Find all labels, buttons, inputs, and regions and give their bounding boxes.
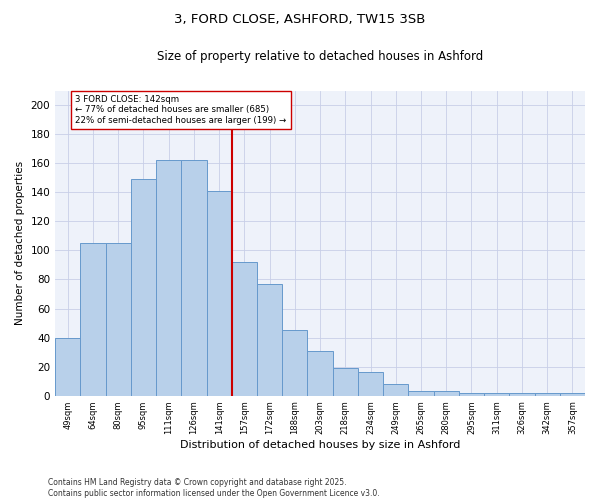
Y-axis label: Number of detached properties: Number of detached properties (15, 161, 25, 325)
Bar (509, 393, 535, 396)
Bar (282, 330, 307, 396)
Text: 3 FORD CLOSE: 142sqm
← 77% of detached houses are smaller (685)
22% of semi-deta: 3 FORD CLOSE: 142sqm ← 77% of detached h… (76, 95, 287, 124)
Bar (307, 350, 332, 396)
Bar (459, 393, 484, 396)
Bar (80, 243, 106, 396)
Bar (106, 243, 131, 396)
Bar (156, 160, 181, 396)
Bar (232, 262, 257, 396)
X-axis label: Distribution of detached houses by size in Ashford: Distribution of detached houses by size … (180, 440, 460, 450)
Bar (484, 393, 509, 396)
Bar (55, 338, 80, 396)
Bar (434, 392, 459, 396)
Text: 3, FORD CLOSE, ASHFORD, TW15 3SB: 3, FORD CLOSE, ASHFORD, TW15 3SB (175, 12, 425, 26)
Bar (131, 179, 156, 396)
Bar (535, 393, 560, 396)
Bar (206, 191, 232, 396)
Bar (409, 392, 434, 396)
Bar (383, 384, 409, 396)
Bar (257, 284, 282, 396)
Title: Size of property relative to detached houses in Ashford: Size of property relative to detached ho… (157, 50, 483, 63)
Text: Contains HM Land Registry data © Crown copyright and database right 2025.
Contai: Contains HM Land Registry data © Crown c… (48, 478, 380, 498)
Bar (560, 393, 585, 396)
Bar (358, 372, 383, 396)
Bar (332, 368, 358, 396)
Bar (181, 160, 206, 396)
